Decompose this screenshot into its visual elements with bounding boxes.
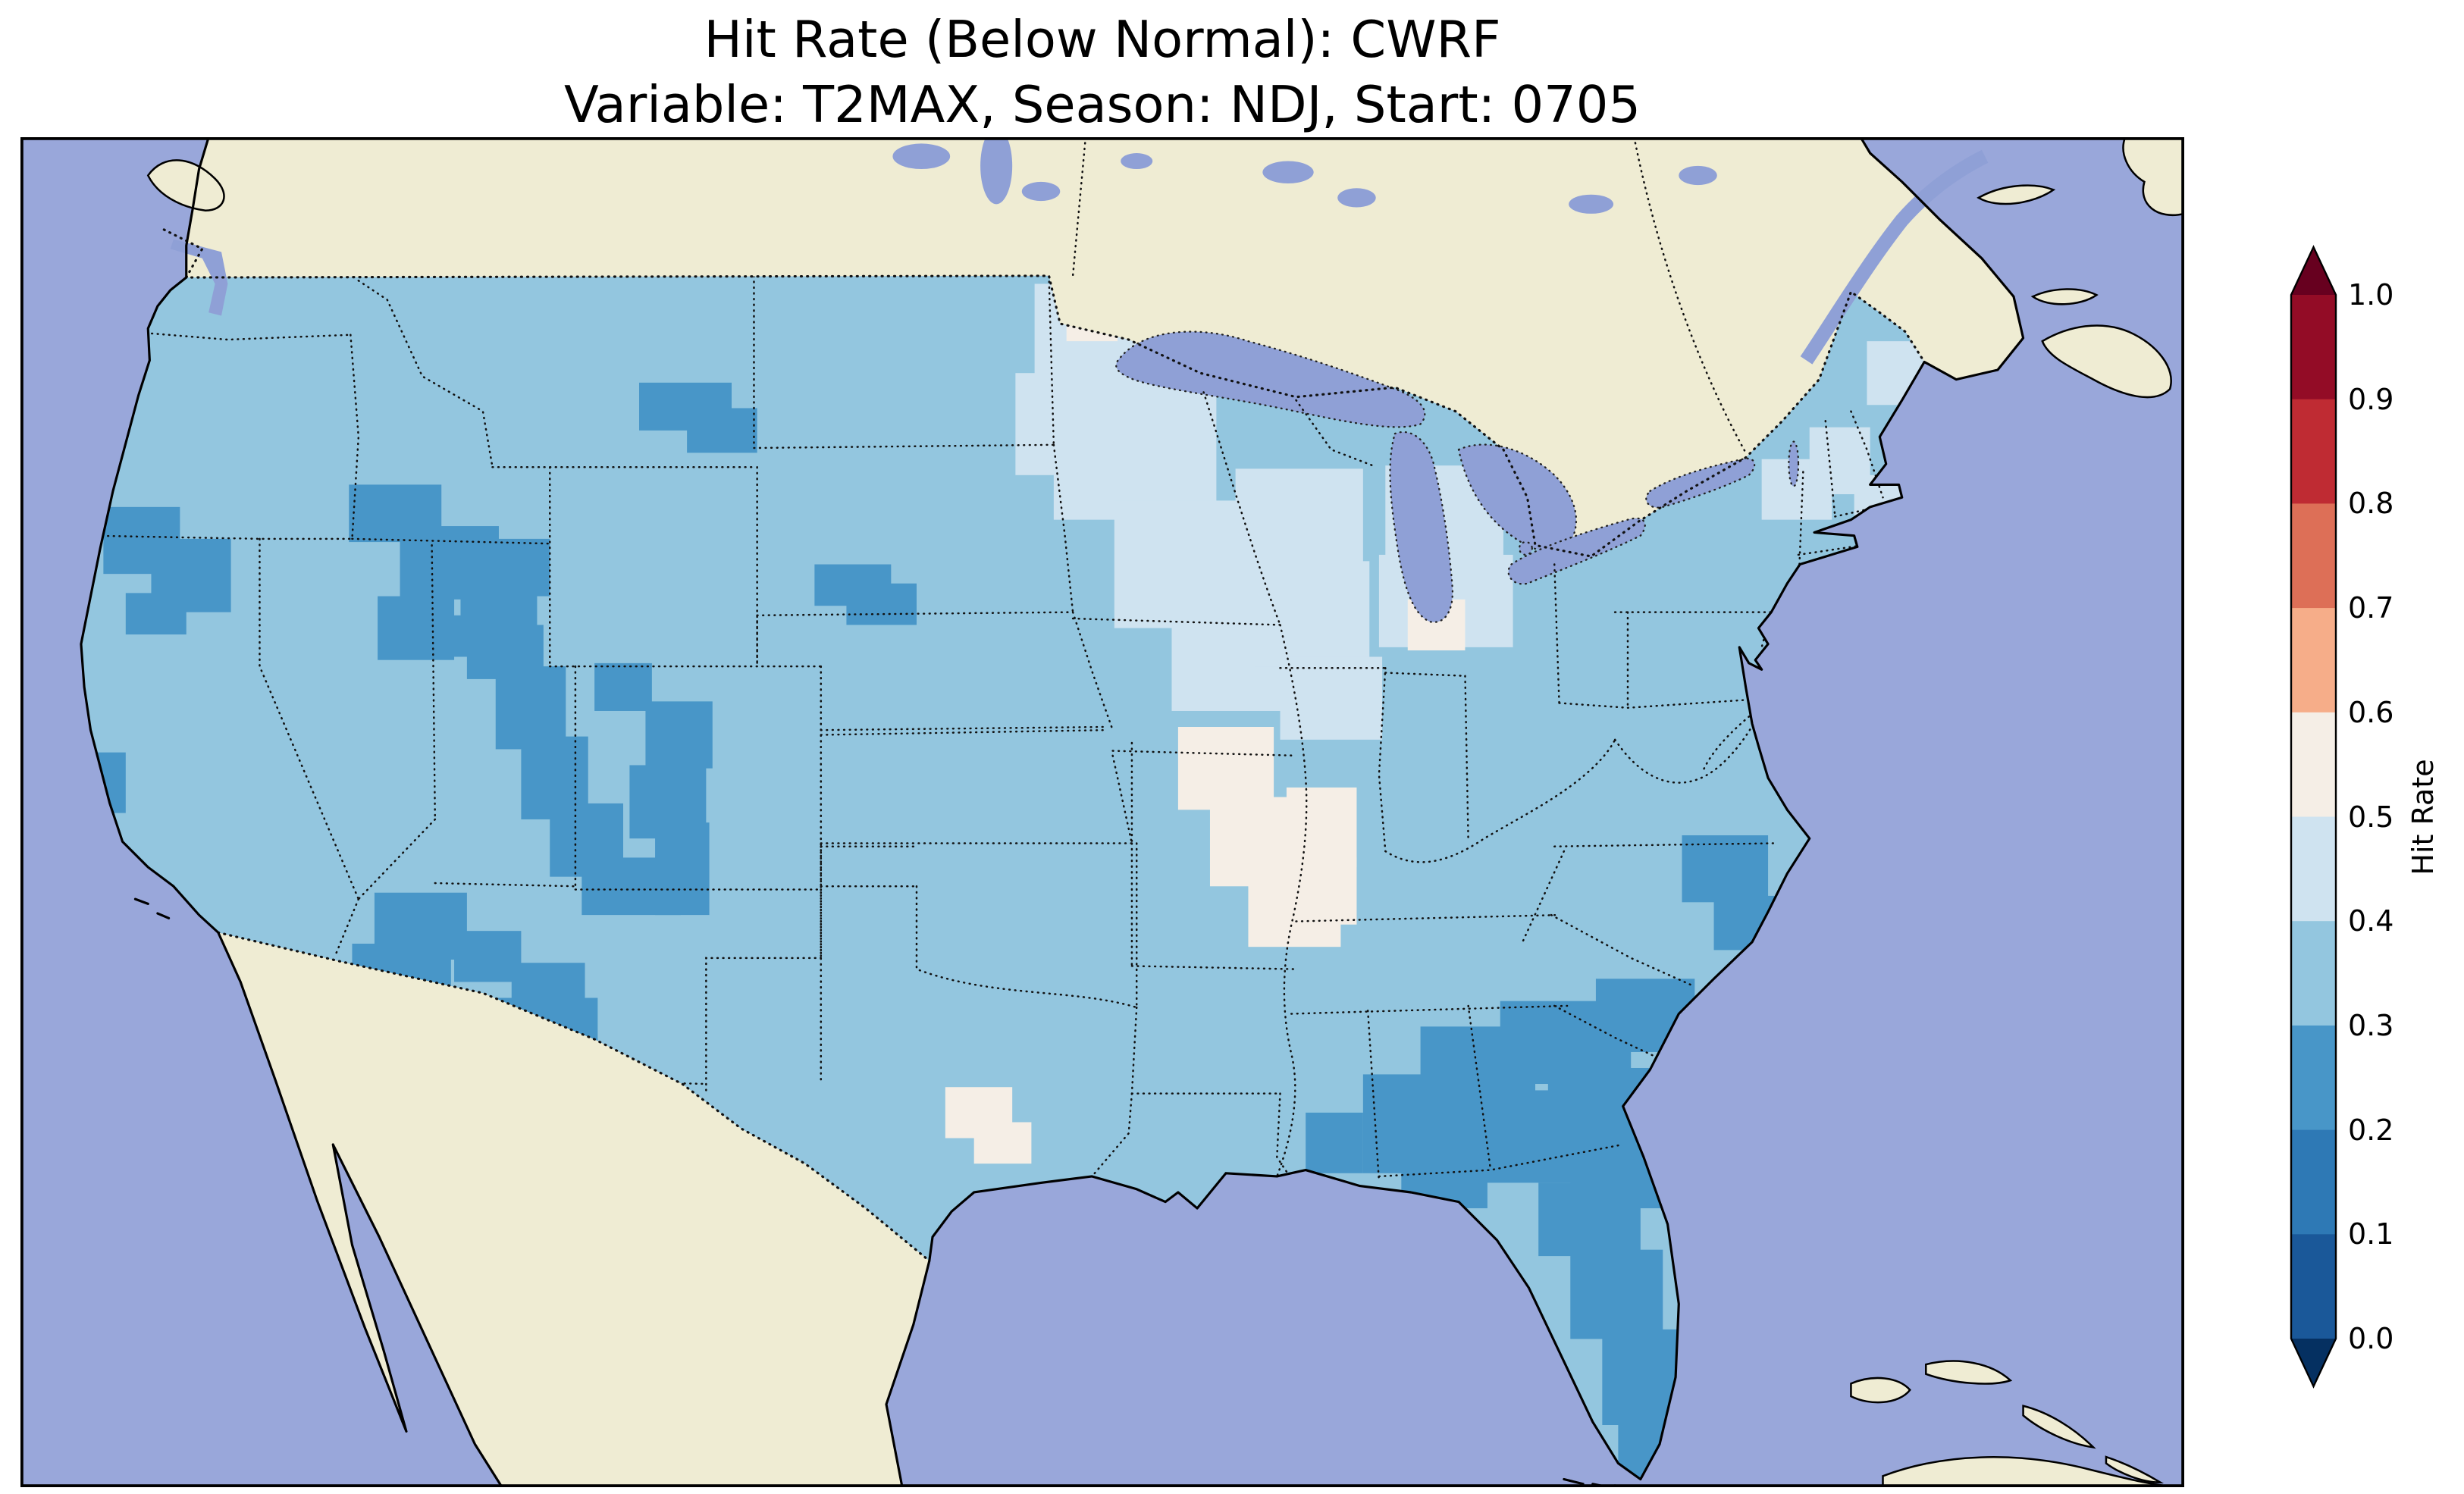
colorbar-tick-label: 0.9: [2348, 382, 2394, 416]
colorbar-tick-labels: 1.0 0.9 0.8 0.7 0.6 0.5 0.4 0.3 0.2 0.1 0.0: [2348, 247, 2447, 1386]
bahamas-sliver-1: [1925, 1360, 2013, 1385]
colorbar-outline: [2290, 245, 2337, 1389]
colorbar-tick-label: 0.3: [2348, 1008, 2394, 1042]
canada-east-coast: [1859, 137, 2025, 381]
lake-ontario: [1645, 457, 1756, 509]
bahamas-sliver-3: [2105, 1455, 2165, 1483]
colorbar-axis-label: Hit Rate: [2406, 759, 2440, 875]
map-frame: [20, 137, 2184, 1487]
colorbar-bin: [2291, 1129, 2336, 1236]
state-borders: [89, 275, 1884, 1182]
us-atlantic-gulf-coast: [928, 360, 1926, 1481]
mexico-pacific-baja-coast: [217, 931, 503, 1487]
figure-title-line1: Hit Rate (Below Normal): CWRF: [704, 10, 1501, 69]
figure-title-line2: Variable: T2MAX, Season: NDJ, Start: 070…: [564, 74, 1641, 134]
colorbar-bin: [2291, 295, 2336, 400]
canada-landmass: [186, 137, 2024, 557]
colorbar-tick-label: 1.0: [2348, 278, 2394, 312]
nova-scotia-island: [2041, 324, 2172, 399]
conus-hit-rate-map: [20, 137, 2184, 1487]
colorbar-bin: [2291, 608, 2336, 713]
newfoundland-corner: [2122, 137, 2184, 216]
lake-michigan: [1389, 431, 1454, 623]
map-axes: [20, 137, 2184, 1487]
colorbar-tick-label: 0.8: [2348, 487, 2394, 521]
colorbar-extend-over: [2291, 247, 2336, 295]
vancouver-island: [146, 159, 225, 211]
us-mexico-border: [217, 931, 931, 1262]
channel-islands: [133, 897, 171, 919]
canada-province-borders: [1071, 137, 1747, 454]
lake-erie: [1507, 517, 1646, 585]
coastlines: [80, 137, 2025, 1487]
lake-st-clair: [1518, 540, 1533, 556]
colorbar-tick-label: 0.7: [2348, 591, 2394, 625]
colorbar-tick-label: 0.1: [2348, 1217, 2394, 1251]
colorbar-bin: [2291, 921, 2336, 1026]
puget-sound-water: [170, 239, 228, 316]
us-pacific-coast: [80, 276, 220, 934]
colorbar-tick-label: 0.6: [2348, 695, 2394, 729]
colorbar-tick-label: 0.5: [2348, 800, 2394, 834]
colorbar-bin: [2291, 503, 2336, 609]
us-canada-border: [162, 228, 1926, 558]
st-lawrence-river: [1800, 149, 1989, 365]
bahamas-sliver-2: [2022, 1405, 2096, 1449]
prince-edward-island: [2030, 288, 2099, 305]
colorbar-extend-under: [2291, 1339, 2336, 1386]
colorbar-bin: [2291, 712, 2336, 818]
lake-champlain: [1788, 440, 1800, 487]
figure-title: Hit Rate (Below Normal): CWRF Variable: …: [20, 8, 2184, 138]
colorbar-bin: [2291, 399, 2336, 505]
mexico-gulf-coast: [885, 1259, 931, 1487]
colorbar-bin: [2291, 1234, 2336, 1339]
colorbar: [2290, 245, 2337, 1389]
other-islands: [146, 137, 2184, 1487]
colorbar-bin: [2291, 816, 2336, 922]
colorbar-tick-label: 0.4: [2348, 904, 2394, 938]
patches-hit-rate-05-06: [945, 290, 1466, 1164]
bahamas-andros: [1850, 1377, 1911, 1404]
colorbar-tick-label: 0.2: [2348, 1113, 2394, 1147]
great-lakes: [1115, 330, 1800, 623]
mexico-landmass: [218, 932, 929, 1487]
colorbar-bin: [2291, 1025, 2336, 1131]
canada-small-lakes: [892, 137, 1717, 214]
colorbar-tick-label: 0.0: [2348, 1322, 2394, 1355]
canada-west-coast: [185, 137, 210, 279]
lake-superior: [1115, 330, 1426, 428]
anticosti-island: [1977, 184, 2056, 205]
